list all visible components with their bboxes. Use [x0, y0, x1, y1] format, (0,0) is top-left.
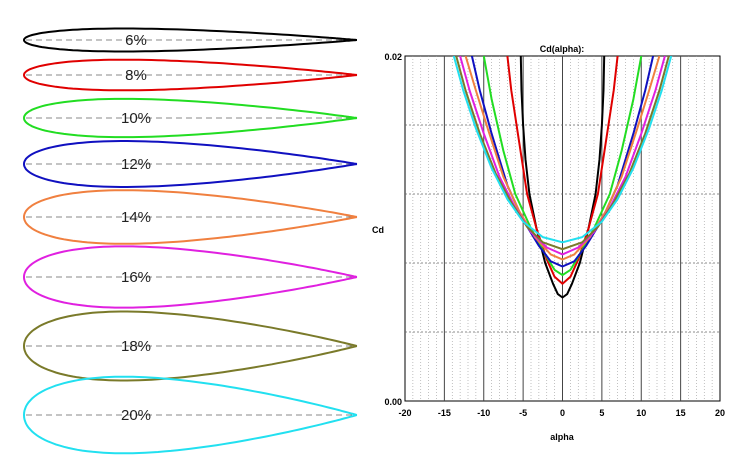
x-tick-label: 20	[715, 408, 725, 418]
airfoil-label: 20%	[121, 407, 151, 424]
airfoil-profiles: 6% 8% 10% 12% 14% 16% 18% 20%	[22, 27, 358, 455]
airfoil-outline	[22, 375, 358, 455]
cd-series-8	[452, 56, 673, 244]
cd-series-7	[455, 56, 670, 251]
airfoil-label: 12%	[121, 156, 151, 173]
airfoil-outline	[22, 189, 358, 245]
x-axis-label: alpha	[550, 432, 575, 442]
airfoil-outline	[22, 140, 358, 188]
x-tick-labels: -20 -15 -10 -5 0 5 10 15 20	[398, 408, 725, 418]
airfoil-8pct: 8%	[22, 58, 358, 92]
airfoil-label: 8%	[125, 67, 147, 84]
airfoil-outline	[22, 27, 357, 53]
y-tick-top: 0.02	[384, 52, 402, 62]
cd-series-1	[519, 56, 606, 299]
airfoil-label: 6%	[125, 32, 147, 49]
x-tick-label: -20	[398, 408, 411, 418]
cd-series-2	[506, 56, 619, 285]
airfoil-outline	[22, 245, 358, 309]
airfoil-outline	[22, 310, 358, 382]
grid-lines	[405, 56, 720, 401]
airfoil-18pct: 18%	[22, 310, 358, 382]
cd-series-6	[459, 56, 666, 256]
airfoil-label: 10%	[121, 110, 151, 127]
airfoil-20pct: 20%	[22, 375, 358, 455]
x-tick-label: -5	[519, 408, 527, 418]
y-tick-bottom: 0.00	[384, 397, 402, 407]
x-tick-label: -15	[438, 408, 451, 418]
airfoil-outline	[22, 58, 358, 92]
airfoil-label: 16%	[121, 269, 151, 286]
airfoil-12pct: 12%	[22, 140, 358, 188]
cd-series-3	[482, 56, 643, 277]
chart-title: Cd(alpha):	[540, 44, 585, 54]
x-tick-label: 15	[676, 408, 686, 418]
airfoil-16pct: 16%	[22, 245, 358, 309]
airfoil-6pct: 6%	[22, 27, 357, 53]
series-group	[452, 56, 673, 299]
x-tick-label: -10	[477, 408, 490, 418]
x-tick-label: 10	[636, 408, 646, 418]
airfoil-10pct: 10%	[22, 97, 358, 139]
cd-series-4	[470, 56, 655, 268]
airfoil-label: 14%	[121, 209, 151, 226]
x-tick-label: 0	[560, 408, 565, 418]
x-tick-label: 5	[599, 408, 604, 418]
y-axis-label: Cd	[372, 225, 384, 235]
airfoil-label: 18%	[121, 338, 151, 355]
cd-series-5	[464, 56, 661, 261]
airfoil-14pct: 14%	[22, 189, 358, 245]
airfoil-outline	[22, 97, 358, 139]
